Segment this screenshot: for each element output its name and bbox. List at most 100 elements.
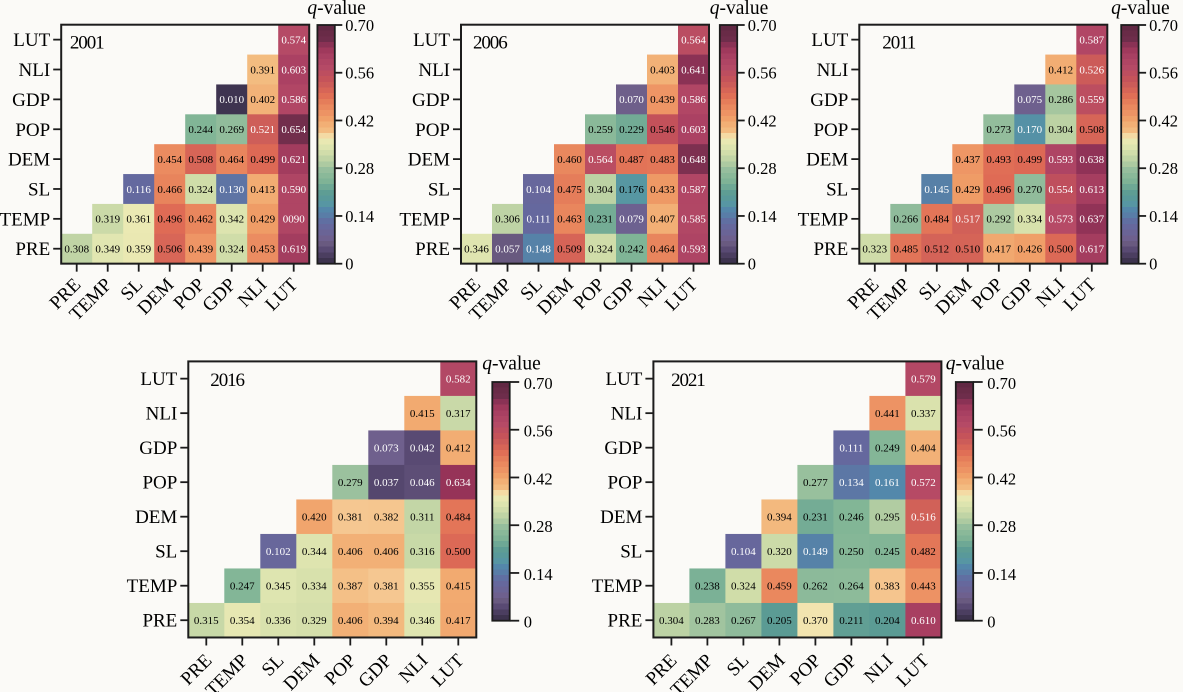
svg-text:0.506: 0.506 — [157, 244, 182, 256]
svg-text:0.324: 0.324 — [219, 244, 244, 256]
svg-text:NLI: NLI — [146, 404, 178, 425]
svg-text:0.317: 0.317 — [446, 408, 471, 420]
svg-text:0.102: 0.102 — [266, 546, 291, 558]
svg-text:0.499: 0.499 — [1017, 154, 1042, 166]
svg-text:0.582: 0.582 — [446, 373, 471, 385]
svg-text:0.242: 0.242 — [619, 244, 644, 256]
svg-text:0.496: 0.496 — [986, 184, 1011, 196]
svg-text:0.295: 0.295 — [875, 511, 900, 523]
svg-text:0.56: 0.56 — [524, 422, 553, 441]
svg-text:0.329: 0.329 — [302, 615, 327, 627]
svg-text:0.247: 0.247 — [230, 581, 255, 593]
svg-text:SL: SL — [428, 179, 450, 200]
svg-text:2016: 2016 — [210, 370, 244, 391]
svg-text:0.610: 0.610 — [911, 615, 936, 627]
svg-text:0: 0 — [345, 255, 353, 274]
svg-text:GDP: GDP — [810, 90, 848, 111]
svg-text:0.259: 0.259 — [588, 124, 613, 136]
svg-text:0.244: 0.244 — [188, 124, 213, 136]
svg-text:0.484: 0.484 — [924, 214, 949, 226]
svg-text:0.28: 0.28 — [748, 159, 777, 178]
svg-text:0.277: 0.277 — [803, 477, 828, 489]
svg-text:0.104: 0.104 — [731, 546, 756, 558]
svg-text:0.231: 0.231 — [803, 511, 828, 523]
svg-text:0.439: 0.439 — [188, 244, 213, 256]
svg-text:0.508: 0.508 — [188, 154, 213, 166]
svg-text:TEMP: TEMP — [127, 576, 178, 597]
svg-text:0.057: 0.057 — [495, 244, 520, 256]
svg-text:0.546: 0.546 — [650, 124, 675, 136]
svg-text:0.70: 0.70 — [748, 16, 777, 35]
svg-text:0.292: 0.292 — [986, 214, 1011, 226]
svg-text:0.334: 0.334 — [302, 581, 327, 593]
svg-text:0.487: 0.487 — [619, 154, 644, 166]
svg-text:0.587: 0.587 — [1079, 34, 1104, 46]
svg-text:0.269: 0.269 — [219, 124, 244, 136]
svg-text:0.482: 0.482 — [911, 546, 936, 558]
svg-text:TEMP: TEMP — [399, 209, 450, 230]
svg-text:0.42: 0.42 — [748, 111, 777, 130]
svg-text:0.042: 0.042 — [410, 442, 435, 454]
svg-text:GDP: GDP — [12, 90, 50, 111]
svg-text:q-value: q-value — [710, 0, 768, 19]
svg-text:0.462: 0.462 — [188, 214, 213, 226]
svg-text:q-value: q-value — [1111, 0, 1169, 19]
svg-text:2011: 2011 — [882, 33, 915, 54]
svg-text:0.104: 0.104 — [526, 184, 551, 196]
svg-text:0.231: 0.231 — [588, 214, 613, 226]
svg-text:0.394: 0.394 — [767, 511, 792, 523]
svg-text:0.70: 0.70 — [1149, 16, 1178, 35]
svg-text:0.509: 0.509 — [557, 244, 582, 256]
svg-text:0.406: 0.406 — [338, 615, 363, 627]
svg-text:0.336: 0.336 — [266, 615, 291, 627]
svg-text:0.407: 0.407 — [650, 214, 675, 226]
svg-text:0.406: 0.406 — [374, 546, 399, 558]
svg-text:0.415: 0.415 — [410, 408, 435, 420]
svg-text:0.619: 0.619 — [281, 244, 306, 256]
svg-text:0.617: 0.617 — [1079, 244, 1104, 256]
svg-text:0.176: 0.176 — [619, 184, 644, 196]
svg-text:0.485: 0.485 — [893, 244, 918, 256]
svg-text:0.249: 0.249 — [875, 442, 900, 454]
svg-text:POP: POP — [608, 473, 643, 494]
svg-text:0.56: 0.56 — [345, 64, 374, 83]
svg-text:0.046: 0.046 — [410, 477, 435, 489]
svg-text:0.14: 0.14 — [987, 565, 1016, 584]
svg-text:0.70: 0.70 — [524, 374, 553, 393]
svg-text:0.70: 0.70 — [987, 374, 1016, 393]
svg-text:0.316: 0.316 — [410, 546, 435, 558]
svg-text:0.499: 0.499 — [250, 154, 275, 166]
svg-text:0.264: 0.264 — [839, 581, 864, 593]
svg-text:0.344: 0.344 — [302, 546, 327, 558]
svg-text:0.439: 0.439 — [650, 94, 675, 106]
svg-text:0.370: 0.370 — [803, 615, 828, 627]
svg-text:0.28: 0.28 — [1149, 159, 1178, 178]
svg-text:NLI: NLI — [611, 404, 643, 425]
svg-text:0.466: 0.466 — [157, 184, 182, 196]
svg-text:SL: SL — [826, 179, 848, 200]
svg-text:0.315: 0.315 — [194, 615, 219, 627]
svg-text:0.433: 0.433 — [650, 184, 675, 196]
svg-text:0.559: 0.559 — [1079, 94, 1104, 106]
svg-text:PRE: PRE — [142, 611, 177, 632]
svg-text:0.349: 0.349 — [95, 244, 120, 256]
svg-text:0.613: 0.613 — [1079, 184, 1104, 196]
svg-text:0.346: 0.346 — [410, 615, 435, 627]
svg-text:DEM: DEM — [600, 507, 642, 528]
svg-text:0.42: 0.42 — [524, 469, 553, 488]
svg-text:0: 0 — [987, 613, 995, 632]
svg-text:0.554: 0.554 — [1048, 184, 1073, 196]
svg-text:0.526: 0.526 — [1079, 64, 1104, 76]
svg-text:0.250: 0.250 — [839, 546, 864, 558]
svg-text:0.56: 0.56 — [987, 422, 1016, 441]
svg-text:0.648: 0.648 — [681, 154, 706, 166]
svg-text:0.345: 0.345 — [266, 581, 291, 593]
svg-text:LUT: LUT — [413, 30, 450, 51]
svg-text:PRE: PRE — [813, 239, 848, 260]
svg-text:0.417: 0.417 — [986, 244, 1011, 256]
svg-text:0.14: 0.14 — [1149, 207, 1178, 226]
svg-text:0.070: 0.070 — [619, 94, 644, 106]
svg-text:PRE: PRE — [15, 239, 50, 260]
svg-text:0.586: 0.586 — [681, 94, 706, 106]
svg-text:0.304: 0.304 — [1048, 124, 1073, 136]
